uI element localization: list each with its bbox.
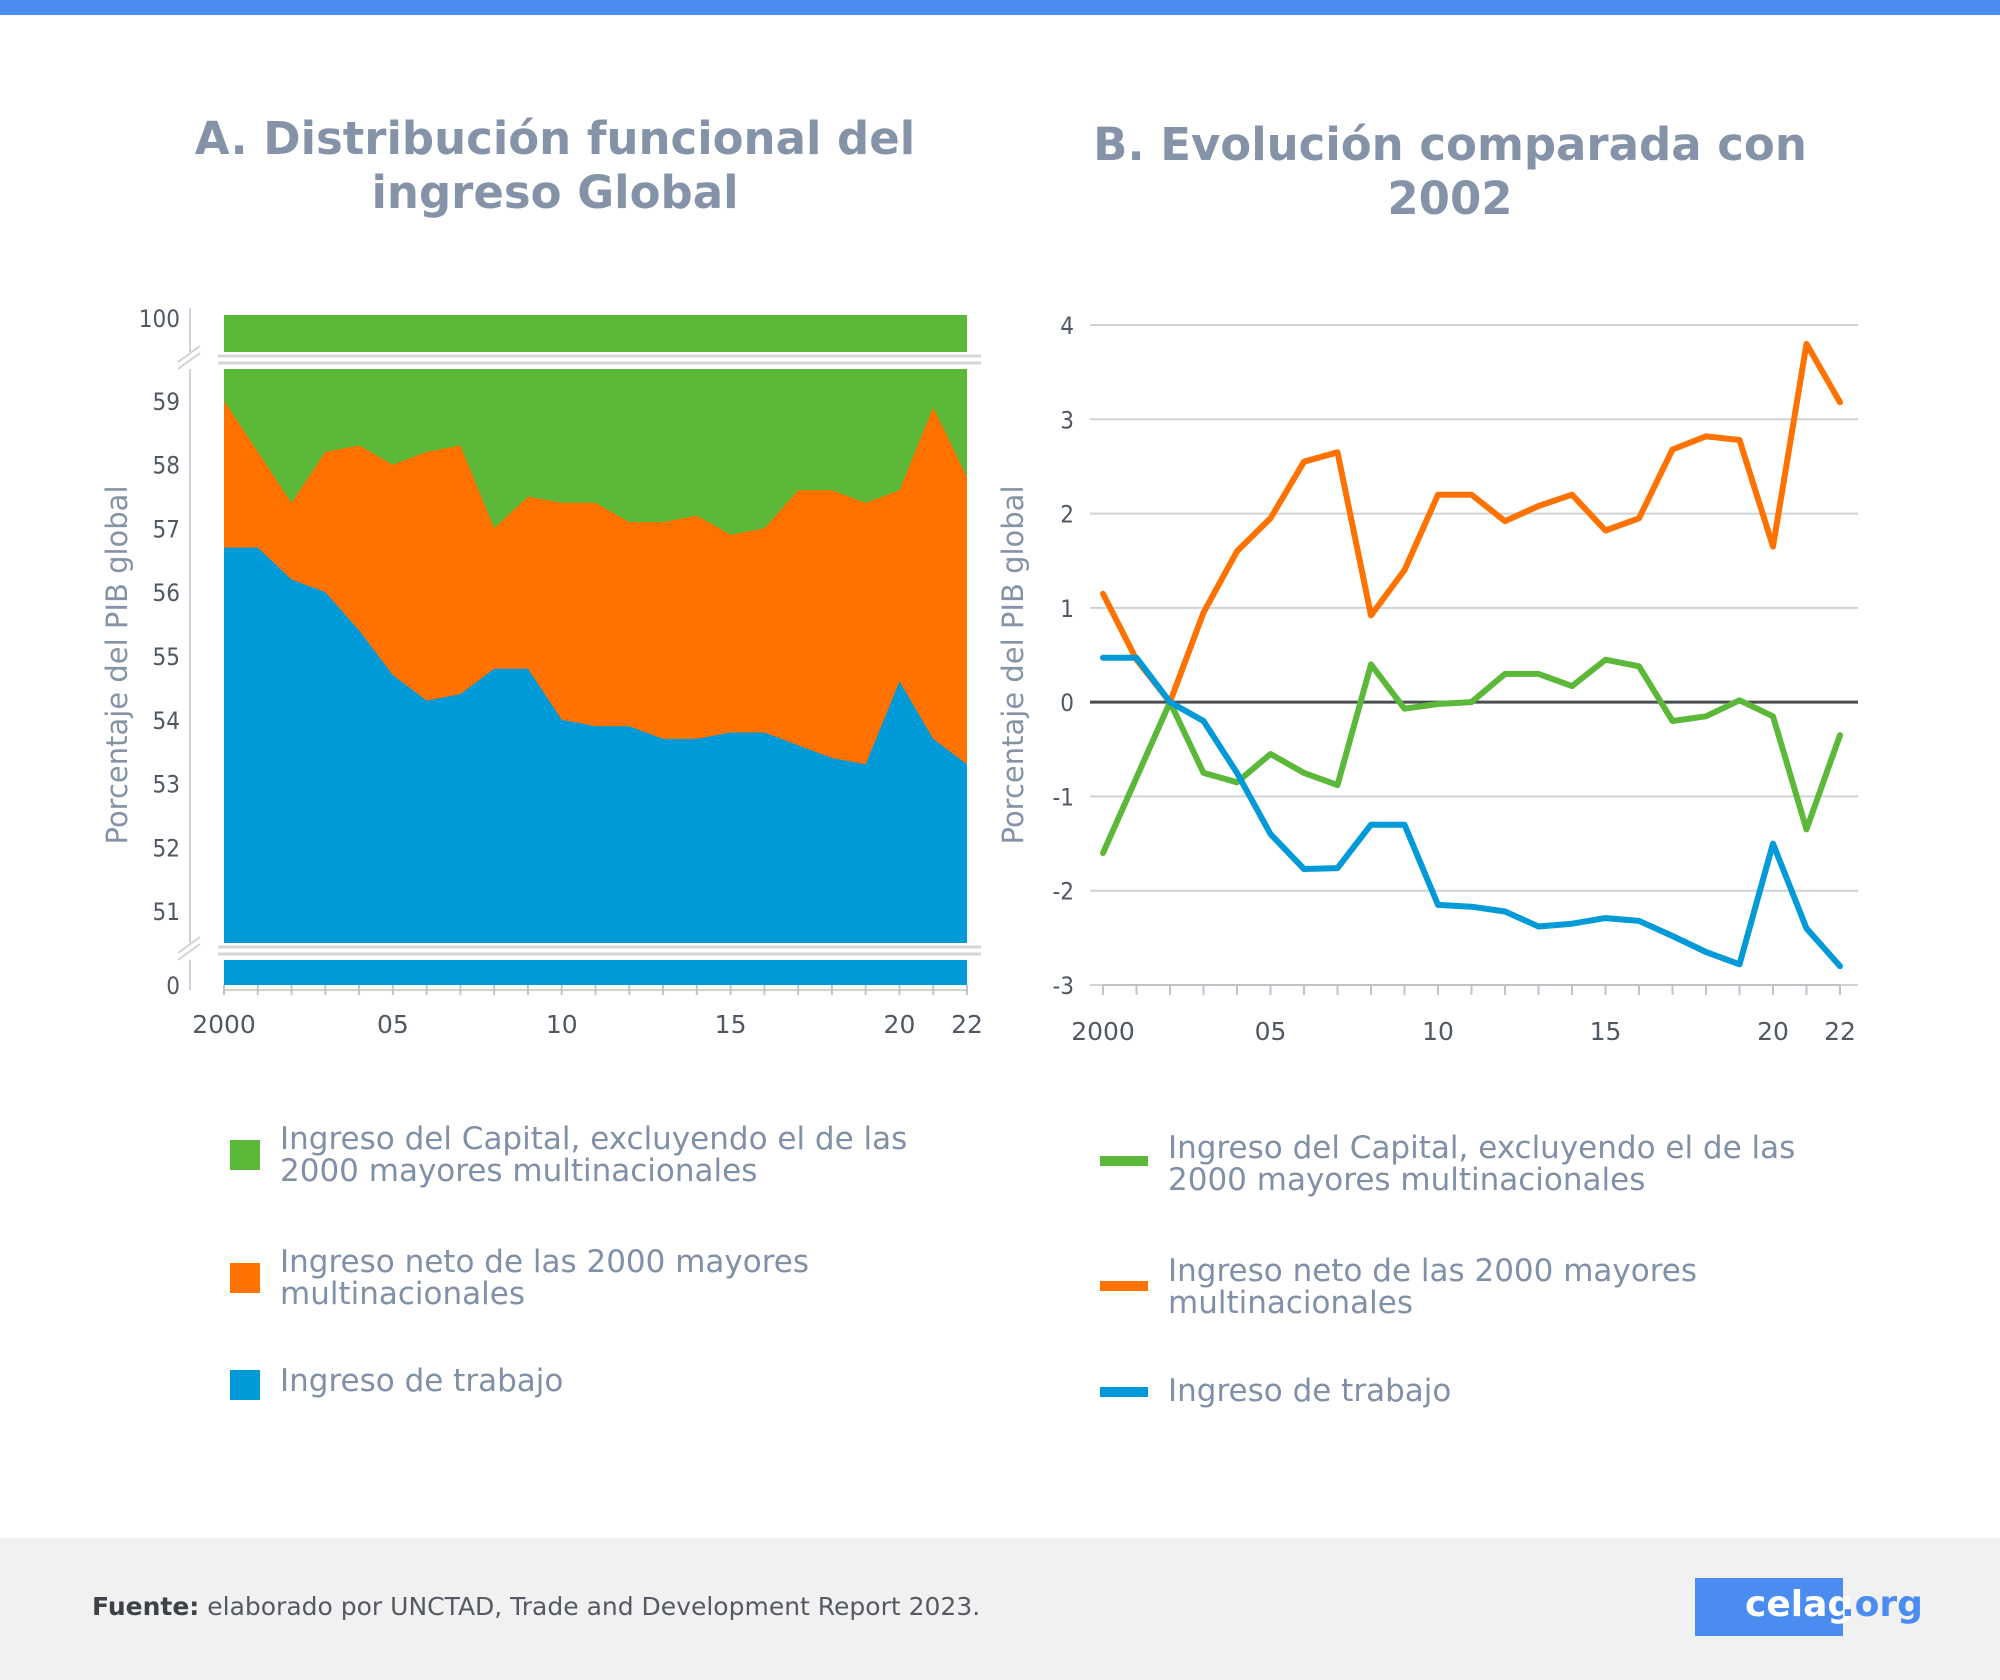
- chart-b-title: B. Evolución comparada con 2002: [1093, 118, 1807, 225]
- axis-a-break-mark: [177, 936, 201, 954]
- legend-a-swatch-capital: [230, 1140, 260, 1170]
- area-a-top-band: [224, 315, 967, 352]
- axis-b-ytick-label: 3: [1060, 406, 1074, 434]
- axis-a-ytick-label: 51: [153, 898, 180, 926]
- axis-a-xtick-label: 05: [377, 1010, 409, 1039]
- axis-b-ytick-label: 1: [1060, 595, 1074, 623]
- axis-b-xtick-label: 22: [1824, 1017, 1856, 1046]
- legend-a-swatch-multinacionales: [230, 1263, 260, 1293]
- legend-a-label-trabajo: Ingreso de trabajo: [280, 1363, 564, 1399]
- axis-b-ytick-label: -1: [1052, 783, 1074, 811]
- axis-a-break-mark: [177, 345, 201, 363]
- legend-b-label-capital: Ingreso del Capital, excluyendo el de la…: [1168, 1130, 1796, 1198]
- axis-a-break-mark: [177, 943, 201, 961]
- chart-a-title: A. Distribución funcional del ingreso Gl…: [194, 112, 916, 219]
- axis-a-ytick-label: 53: [153, 771, 180, 799]
- axis-a-ytick-label: 58: [153, 452, 180, 480]
- axis-a-ytick-label: 56: [153, 579, 180, 607]
- source-note: Fuente: elaborado por UNCTAD, Trade and …: [92, 1592, 980, 1621]
- source-text: elaborado por UNCTAD, Trade and Developm…: [199, 1592, 981, 1621]
- axis-b-xtick-label: 05: [1255, 1017, 1287, 1046]
- legend-b-swatch-trabajo: [1100, 1387, 1148, 1397]
- chart-a-area: 100 59 58 57 56 55 54 53 52 51 0 2000 05 10 15 20 22 Porc…: [100, 305, 1000, 1039]
- axis-a-ytick-label: 54: [153, 707, 180, 735]
- axis-b-xtick-label: 20: [1757, 1017, 1789, 1046]
- logo-box: [1695, 1578, 1843, 1636]
- legend-a-swatch-trabajo: [230, 1370, 260, 1400]
- axis-a-ytick-label: 57: [153, 515, 180, 543]
- axis-b-ylabel: Porcentaje del PIB global: [996, 485, 1030, 844]
- axis-b-ytick-label: -3: [1052, 972, 1074, 1000]
- logo-suffix-text: .org: [1841, 1584, 1923, 1625]
- axis-a-xtick-label: 22: [951, 1010, 983, 1039]
- top-accent-bar: [0, 0, 2000, 15]
- axis-b-ytick-label: 4: [1060, 312, 1074, 340]
- axis-a-xtick-label: 10: [546, 1010, 578, 1039]
- legend-b-swatch-multinacionales: [1100, 1281, 1148, 1291]
- source-label: Fuente:: [92, 1592, 200, 1621]
- legend-a-label-multinacionales: Ingreso neto de las 2000 mayores multina…: [280, 1244, 810, 1312]
- area-a-trabajo: [224, 547, 967, 943]
- axis-a-ytick-label: 59: [153, 388, 180, 416]
- legend-b-label-multinacionales: Ingreso neto de las 2000 mayores multina…: [1168, 1253, 1698, 1321]
- axis-b-ytick-label: -2: [1052, 878, 1074, 906]
- axis-b-ytick-label: 0: [1060, 689, 1074, 717]
- legend-a-label-capital: Ingreso del Capital, excluyendo el de la…: [280, 1121, 908, 1189]
- axis-b-xtick-label: 2000: [1071, 1017, 1135, 1046]
- axis-a-xtick-label: 20: [884, 1010, 916, 1039]
- series-b-multinacionales-line: [1100, 340, 1843, 706]
- axis-a-ytick-label: 52: [153, 834, 180, 862]
- axis-a-xtick-label: 2000: [192, 1010, 256, 1039]
- legend-b-label-trabajo: Ingreso de trabajo: [1168, 1373, 1452, 1409]
- axis-a-ytick-label: 100: [139, 305, 180, 333]
- axis-a-ytick-label: 55: [153, 643, 180, 671]
- axis-b-xtick-label: 15: [1590, 1017, 1622, 1046]
- axis-a-ylabel: Porcentaje del PIB global: [100, 485, 134, 844]
- axis-b-ytick-label: 2: [1060, 501, 1074, 529]
- axis-a-break-mark: [177, 352, 201, 370]
- series-b-capital-line: [1100, 656, 1843, 856]
- legend-b-swatch-capital: [1100, 1156, 1148, 1166]
- axis-a-xtick-label: 15: [715, 1010, 747, 1039]
- axis-b-xtick-label: 10: [1422, 1017, 1454, 1046]
- area-a-bottom-band: [224, 960, 967, 985]
- footer-bar: [0, 1538, 2000, 1680]
- axis-a-ytick-label: 0: [166, 972, 180, 1000]
- series-b-trabajo-line: [1100, 654, 1843, 970]
- logo-main-text: celag: [1745, 1584, 1854, 1625]
